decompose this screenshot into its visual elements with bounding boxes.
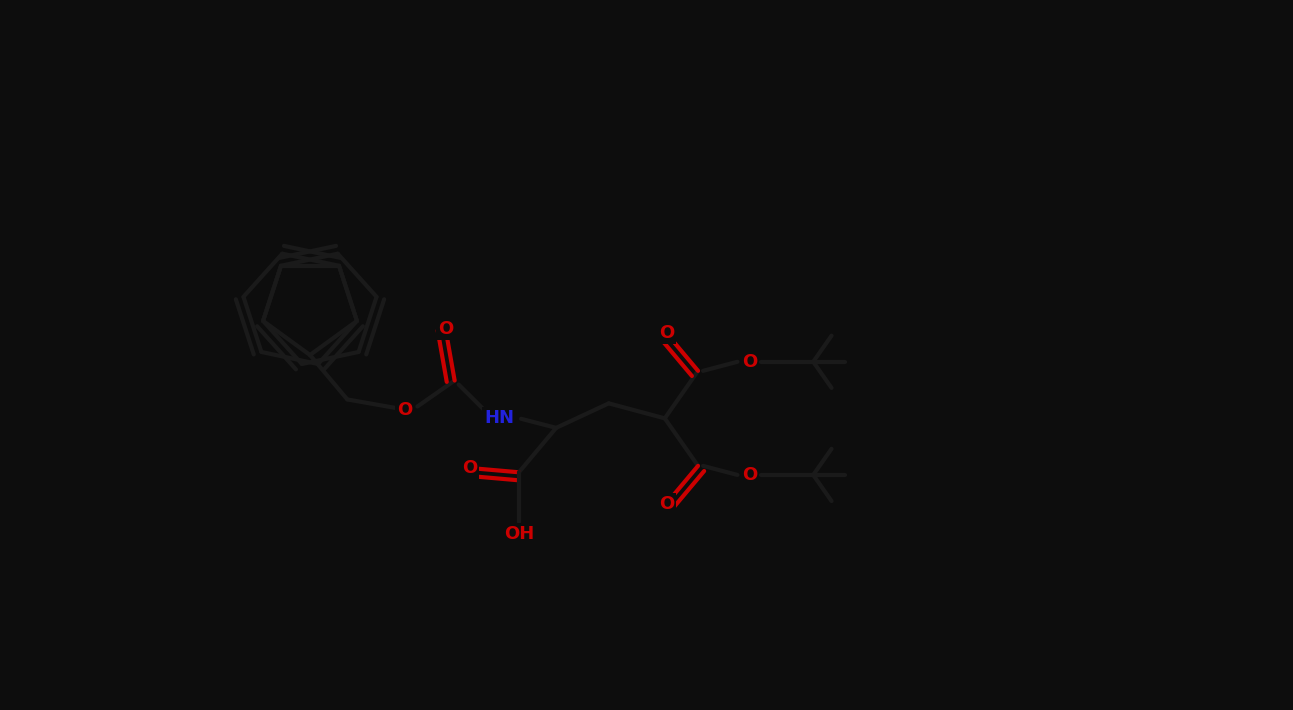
Text: O: O [742, 466, 758, 484]
Text: O: O [438, 320, 453, 338]
Text: O: O [658, 495, 674, 513]
Text: HN: HN [484, 409, 515, 427]
Text: O: O [397, 400, 412, 418]
Text: O: O [658, 324, 674, 342]
Text: O: O [462, 459, 477, 477]
Text: OH: OH [504, 525, 534, 542]
Text: O: O [742, 353, 758, 371]
